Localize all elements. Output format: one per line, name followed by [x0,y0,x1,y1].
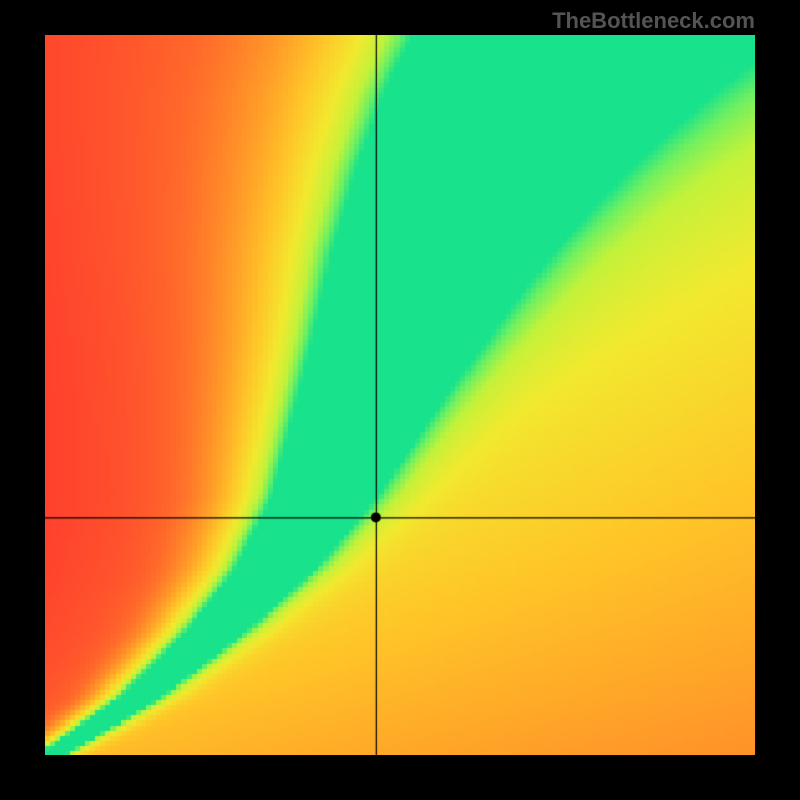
chart-container: TheBottleneck.com [0,0,800,800]
attribution-text: TheBottleneck.com [552,8,755,34]
heatmap-canvas [45,35,755,755]
plot-area [45,35,755,755]
